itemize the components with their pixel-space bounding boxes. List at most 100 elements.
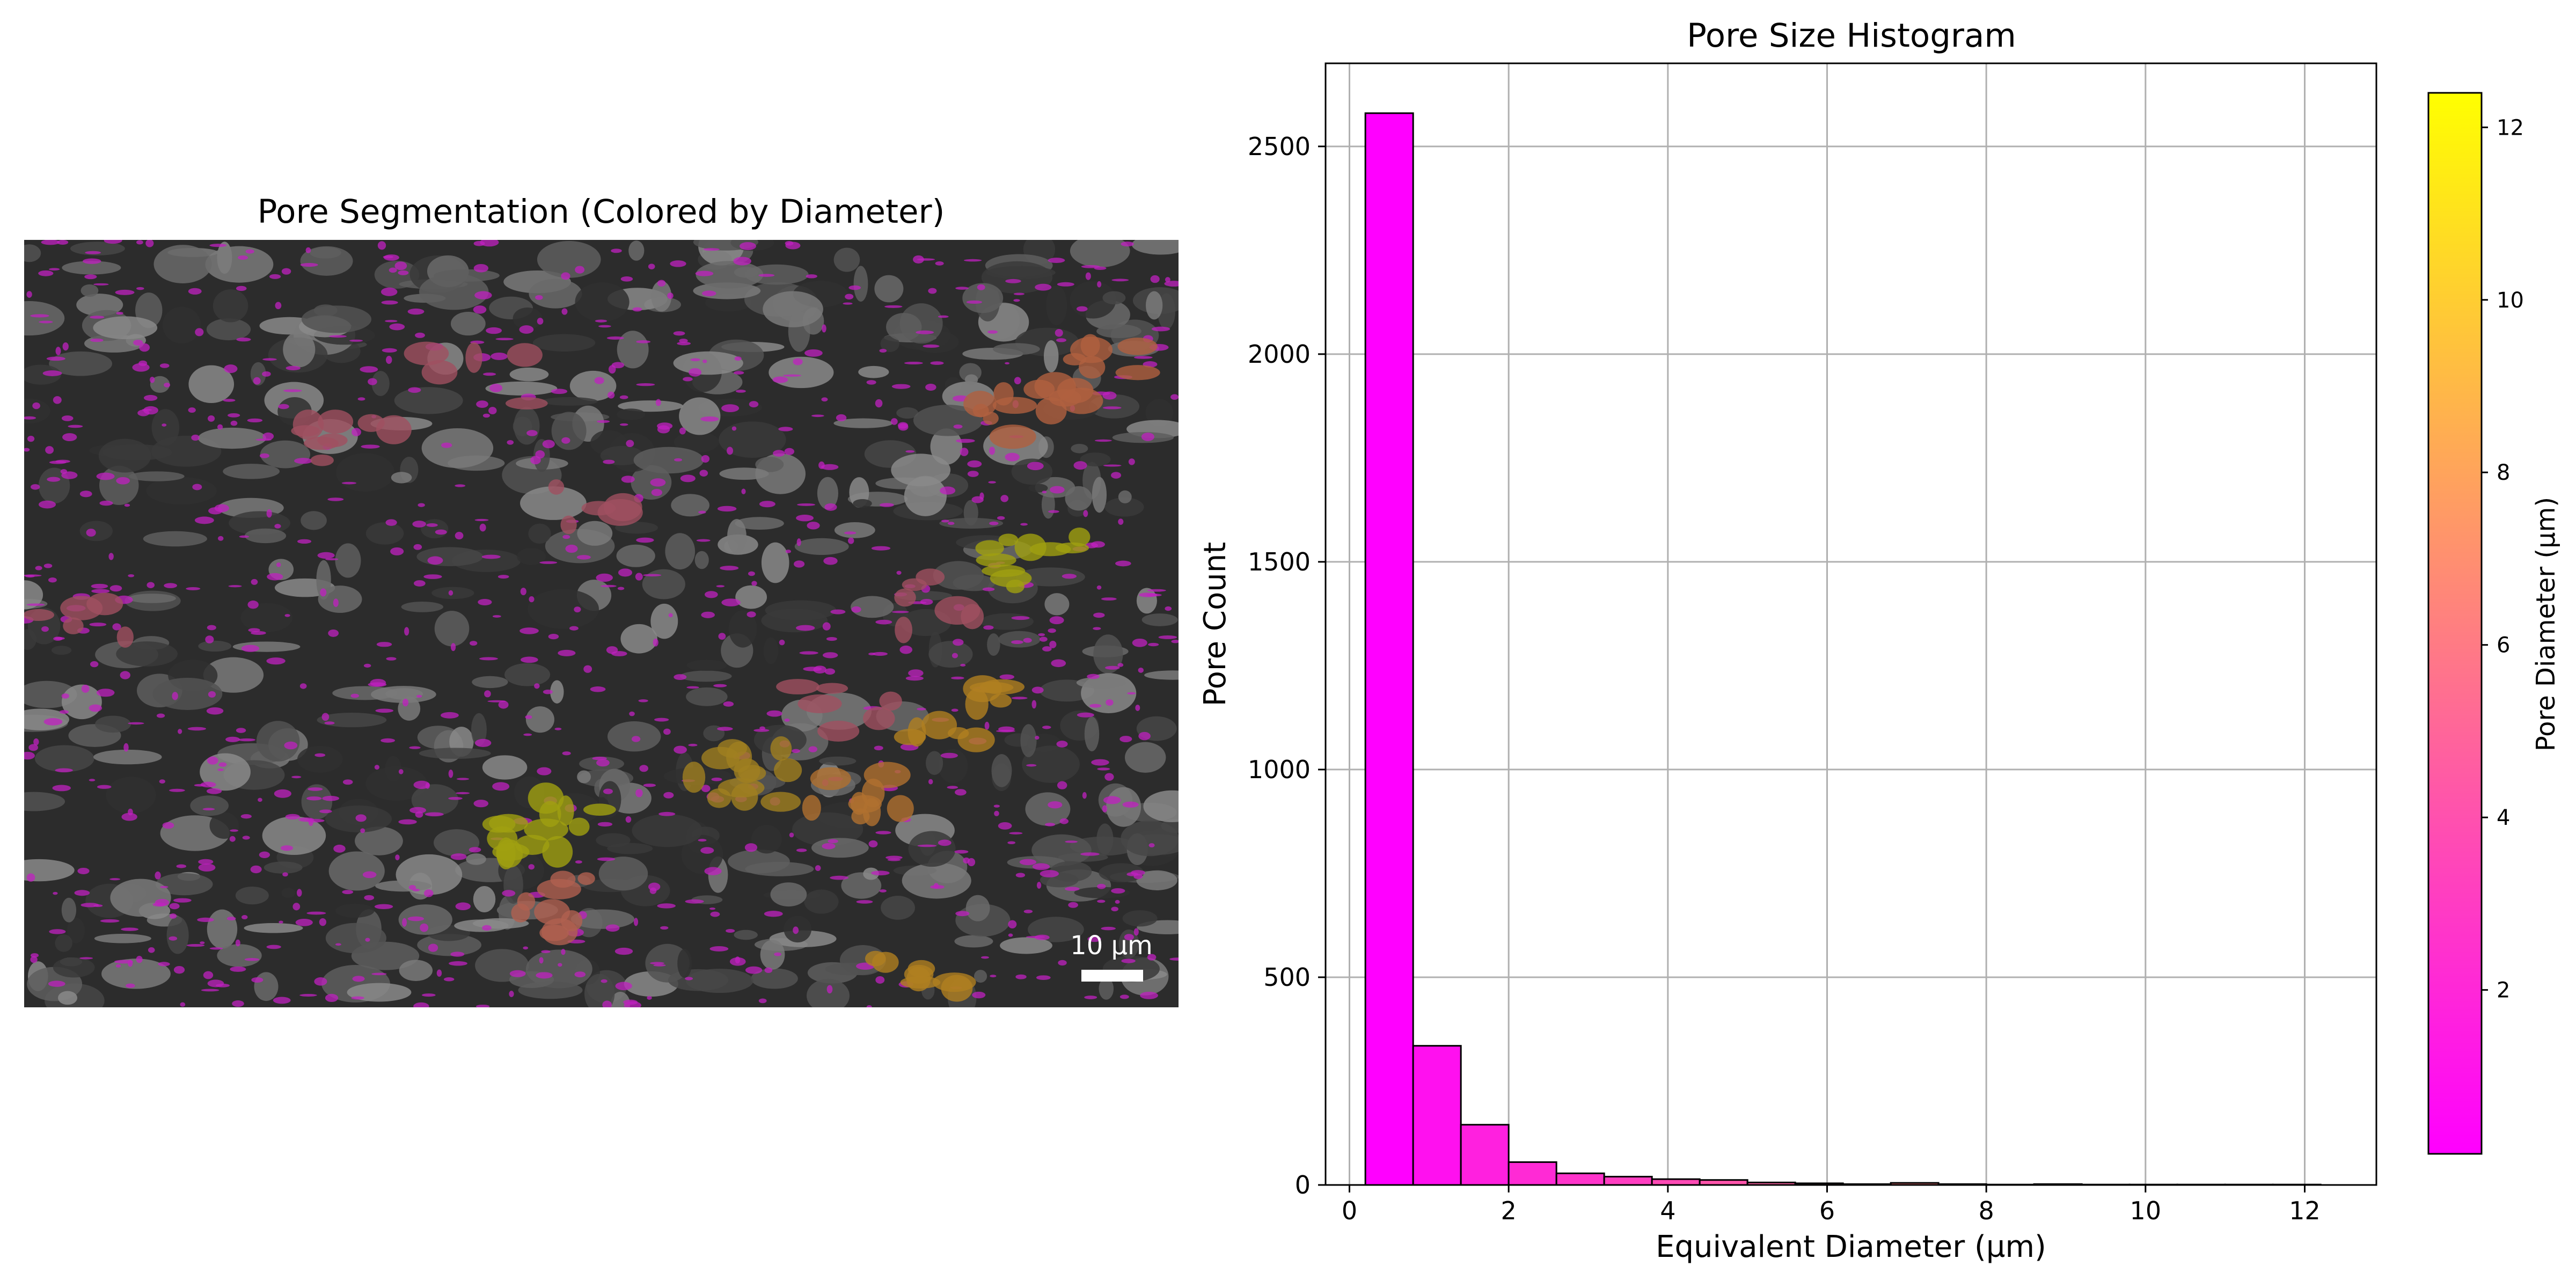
sem-grain — [794, 538, 849, 555]
sem-grain — [1118, 930, 1139, 958]
pore-small — [38, 270, 54, 276]
pore-small — [649, 887, 657, 894]
sem-grain — [665, 533, 696, 570]
sem-grain — [1092, 477, 1107, 513]
sem-grain — [1141, 613, 1178, 626]
pore-small — [469, 847, 481, 853]
pore-small — [698, 510, 706, 514]
pore-small — [364, 895, 375, 901]
sem-grain — [1020, 724, 1037, 757]
colorbar-gradient — [2427, 92, 2483, 1155]
pore-large — [961, 604, 984, 630]
pore-small — [905, 450, 915, 453]
pore-small — [1117, 663, 1124, 667]
sem-grain — [577, 770, 591, 784]
pore-small — [643, 574, 662, 577]
y-tick-label: 500 — [1263, 963, 1311, 992]
pore-small — [28, 744, 38, 751]
sem-grain — [509, 367, 549, 382]
sem-grain — [1099, 863, 1144, 883]
pore-small — [872, 652, 888, 656]
pore-small — [342, 890, 354, 895]
sem-grain — [318, 586, 362, 613]
pore-small — [236, 286, 247, 291]
pore-small — [200, 941, 205, 945]
pore-small — [498, 700, 509, 709]
pore-small — [404, 627, 409, 636]
pore-small — [660, 926, 669, 930]
pore-small — [721, 404, 740, 413]
pore-small — [554, 727, 562, 730]
sem-grain — [719, 467, 769, 480]
pore-small — [1094, 439, 1112, 442]
pore-small — [89, 704, 103, 712]
pore-small — [53, 891, 58, 895]
sem-grain — [49, 351, 113, 376]
pore-small — [845, 294, 854, 300]
pore-small — [317, 552, 335, 559]
sem-grain — [197, 427, 266, 449]
pore-small — [390, 547, 404, 555]
sem-grain — [24, 364, 61, 385]
sem-grain — [454, 919, 509, 932]
pore-small — [241, 645, 260, 652]
pore-small — [702, 359, 707, 363]
pore-small — [1146, 594, 1162, 597]
sem-grain — [335, 543, 361, 578]
pore-small — [596, 759, 610, 767]
sem-grain — [991, 754, 1012, 787]
sem-grain — [217, 944, 262, 967]
pore-small — [848, 537, 854, 544]
pore-small — [700, 416, 719, 422]
pore-small — [1082, 792, 1087, 799]
sem-grain — [1106, 787, 1141, 827]
pore-small — [674, 458, 683, 462]
pore-small — [408, 885, 416, 890]
pore-small — [979, 492, 984, 500]
pore-small — [116, 311, 123, 315]
sem-grain — [728, 610, 757, 648]
pore-small — [413, 1002, 429, 1007]
pore-small — [507, 440, 514, 445]
pore-small — [993, 804, 1000, 808]
sem-grain — [1046, 285, 1067, 325]
pore-small — [423, 574, 442, 579]
pore-small — [734, 356, 742, 361]
pore-small — [322, 795, 340, 801]
pore-small — [1147, 589, 1166, 592]
pore-small — [136, 240, 143, 245]
pore-small — [601, 979, 608, 983]
pore-small — [79, 491, 92, 497]
pore-small — [48, 980, 65, 987]
colorbar-tick-label: 4 — [2497, 806, 2510, 830]
pore-small — [875, 399, 883, 408]
pore-small — [363, 663, 371, 668]
pore-small — [241, 915, 248, 919]
sem-grain — [751, 824, 782, 854]
pore-small — [77, 867, 90, 874]
sem-grain — [106, 777, 156, 814]
pore-small — [796, 538, 801, 546]
pore-small — [109, 585, 122, 592]
pore-small — [1158, 635, 1177, 639]
pore-small — [475, 1005, 490, 1007]
pore-small — [31, 484, 40, 490]
sem-grain — [673, 351, 743, 375]
pore-large — [577, 872, 595, 885]
pore-small — [904, 361, 923, 365]
pore-large — [292, 409, 324, 440]
sem-grain — [908, 831, 956, 867]
pore-small — [266, 657, 286, 665]
pore-small — [262, 358, 277, 361]
pore-small — [1000, 495, 1009, 502]
pore-small — [262, 432, 274, 440]
pore-small — [207, 979, 224, 987]
pore-small — [194, 516, 214, 524]
sem-grain — [223, 464, 280, 479]
pore-small — [178, 729, 182, 734]
pore-small — [994, 810, 999, 816]
pore-small — [48, 577, 57, 583]
pore-small — [1015, 974, 1027, 979]
pore-large — [863, 762, 911, 788]
pore-small — [244, 958, 260, 961]
